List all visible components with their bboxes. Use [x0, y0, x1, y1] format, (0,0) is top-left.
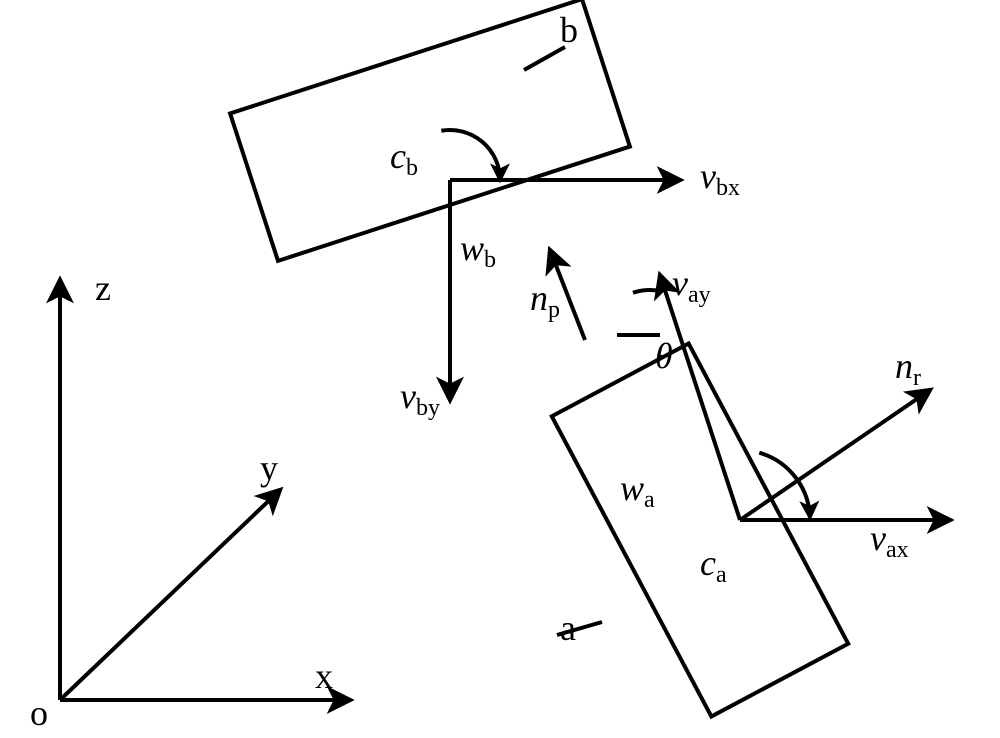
rect-a-label: a — [560, 608, 576, 648]
arc-wa — [759, 453, 810, 518]
label-np: np — [530, 278, 560, 323]
arc-theta — [633, 290, 660, 293]
label-vby: vby — [400, 376, 440, 421]
label-vbx: vbx — [700, 156, 740, 201]
axis-x-label: x — [315, 656, 333, 696]
label-vay: vay — [672, 263, 711, 308]
rect-b-label: b — [560, 10, 578, 50]
label-theta: θ — [655, 336, 673, 376]
arc-wb — [441, 130, 500, 180]
label-wa: wa — [620, 468, 655, 513]
axis-y — [60, 490, 280, 700]
axis-o-label: o — [30, 693, 48, 733]
axis-y-label: y — [260, 448, 278, 488]
label-vax: vax — [870, 518, 909, 563]
diagram-canvas: o x y z b a cb vbx vby wb ca vax vay nr wa np θ — [0, 0, 1000, 738]
vector-vay — [660, 275, 740, 520]
rect-b-leader — [524, 47, 565, 70]
axis-z-label: z — [95, 268, 111, 308]
label-ca: ca — [700, 543, 727, 588]
label-cb: cb — [390, 136, 418, 181]
label-wb: wb — [460, 228, 496, 273]
label-nr: nr — [895, 346, 921, 391]
vector-np — [550, 250, 585, 340]
